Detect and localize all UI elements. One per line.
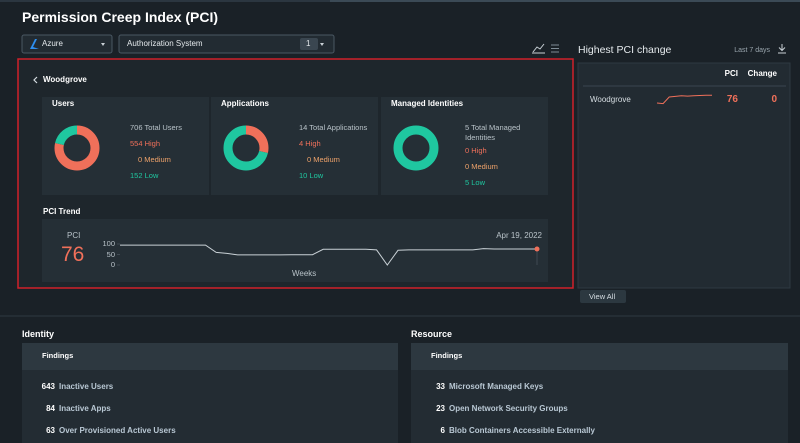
finding-count[interactable]: 643 <box>41 382 55 391</box>
dropdown-caret <box>320 43 324 46</box>
finding-count[interactable]: 33 <box>436 382 445 391</box>
system-dropdown[interactable] <box>118 34 335 54</box>
legend-high: 4 High <box>299 139 321 148</box>
total-label: 14 Total Applications <box>299 123 368 132</box>
finding-label[interactable]: Blob Containers Accessible Externally <box>449 426 595 435</box>
breadcrumb[interactable]: Woodgrove <box>43 75 87 84</box>
finding-label[interactable]: Inactive Apps <box>59 404 111 413</box>
change-box <box>577 62 791 289</box>
findings-header-label: Findings <box>431 351 463 360</box>
legend-medium: 0 Medium <box>307 155 340 164</box>
y-tick-label: 100 <box>102 239 115 248</box>
change-period: Last 7 days <box>734 47 770 54</box>
count-badge <box>300 38 318 50</box>
section-title: Identity <box>22 329 55 339</box>
legend-high: 0 High <box>465 146 487 155</box>
donut-segment <box>223 125 269 171</box>
azure-icon <box>30 39 39 49</box>
legend-high: 554 High <box>130 139 161 148</box>
view-all-label[interactable]: View All <box>589 291 616 301</box>
trend-line <box>120 244 537 266</box>
download-icon[interactable] <box>778 44 786 54</box>
card-title: Users <box>52 99 75 108</box>
trend-box <box>42 219 548 282</box>
card-title: Managed Identities <box>391 99 464 108</box>
trend-date: Apr 19, 2022 <box>496 231 542 240</box>
summary-card <box>381 97 548 195</box>
row-name: Woodgrove <box>590 95 631 104</box>
total-label: 5 Total Managed Identities <box>465 123 521 142</box>
legend-low: 152 Low <box>130 171 159 180</box>
finding-label[interactable]: Open Network Security Groups <box>449 404 568 413</box>
trend-metric-label: PCI <box>67 231 81 240</box>
finding-count[interactable]: 6 <box>440 426 445 435</box>
legend-low: 10 Low <box>299 171 324 180</box>
provider-value[interactable]: Azure <box>42 39 63 48</box>
summary-card <box>211 97 378 195</box>
finding-label[interactable]: Over Provisioned Active Users <box>59 426 176 435</box>
y-tick-label: 50 <box>106 249 115 259</box>
legend-low: 5 Low <box>465 178 486 187</box>
donut-segment <box>393 125 439 171</box>
page-title: Permission Creep Index (PCI) <box>22 9 219 25</box>
total-label: 706 Total Users <box>130 123 182 132</box>
donut-segment <box>54 125 100 171</box>
card-title: Applications <box>221 99 270 108</box>
row-change: 0 <box>771 94 777 105</box>
findings-header <box>22 343 398 370</box>
trend-current: 76 <box>61 243 85 266</box>
trend-end-dot <box>534 246 540 252</box>
top-accent <box>330 0 800 2</box>
finding-label[interactable]: Microsoft Managed Keys <box>449 382 544 391</box>
summary-card <box>42 97 209 195</box>
x-axis-label: Weeks <box>292 269 317 278</box>
legend-medium: 0 Medium <box>138 155 171 164</box>
column-header: PCI <box>724 69 738 78</box>
system-value[interactable]: Authorization System <box>127 39 203 48</box>
finding-count[interactable]: 63 <box>46 426 55 435</box>
row-pci: 76 <box>726 94 738 105</box>
back-chevron[interactable] <box>33 76 38 84</box>
provider-dropdown[interactable] <box>21 34 113 54</box>
section-title: Resource <box>411 329 453 339</box>
findings-header-label: Findings <box>42 351 74 360</box>
chart-view-icon[interactable] <box>532 43 545 54</box>
sparkline <box>656 94 712 105</box>
dropdown-caret <box>101 43 105 46</box>
view-all-button[interactable] <box>580 290 626 303</box>
legend-medium: 0 Medium <box>465 162 498 171</box>
findings-header <box>411 343 788 370</box>
finding-count[interactable]: 23 <box>436 404 445 413</box>
column-header: Change <box>747 69 777 78</box>
system-count: 1 <box>306 39 311 48</box>
finding-label[interactable]: Inactive Users <box>59 382 114 391</box>
change-title: Highest PCI change <box>578 44 672 56</box>
finding-count[interactable]: 84 <box>46 404 55 413</box>
y-tick-label: 0 <box>110 260 115 269</box>
trend-title: PCI Trend <box>43 207 81 216</box>
